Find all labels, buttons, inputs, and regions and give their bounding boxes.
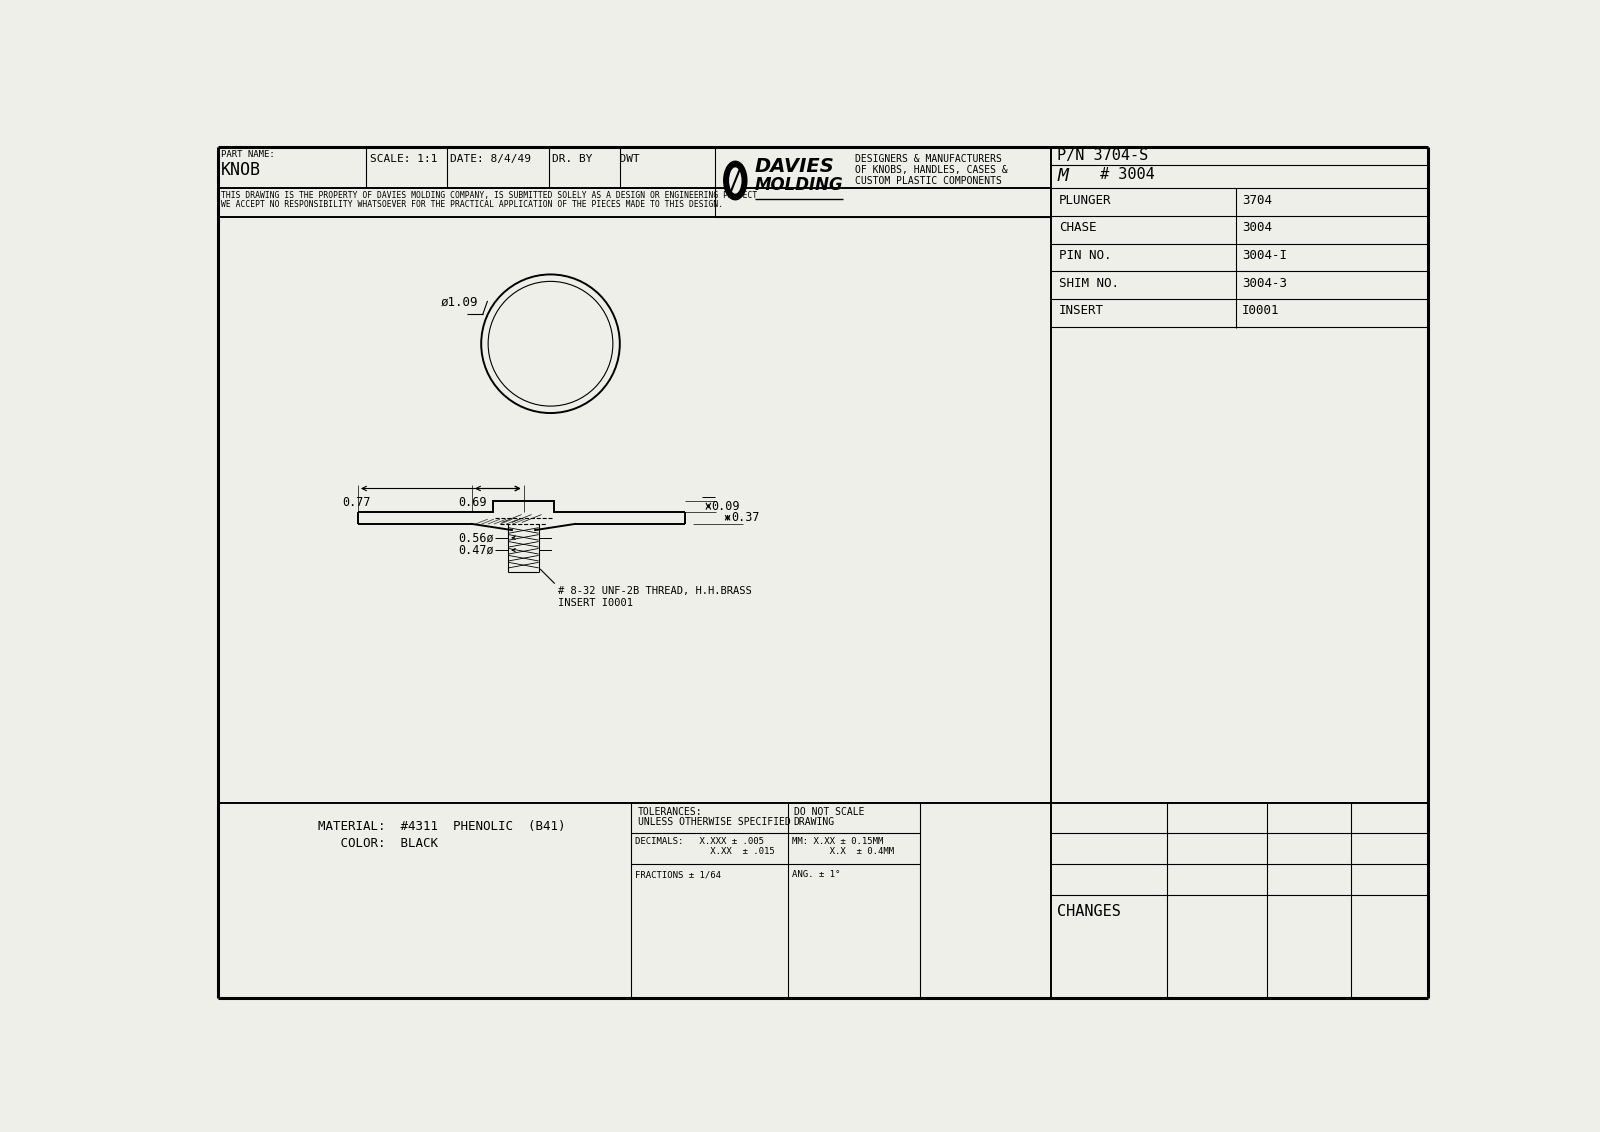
- Text: ø1.09: ø1.09: [440, 295, 478, 308]
- Text: 0.47ø: 0.47ø: [458, 544, 494, 557]
- Text: ANG. ± 1°: ANG. ± 1°: [792, 871, 840, 880]
- Text: DESIGNERS & MANUFACTURERS: DESIGNERS & MANUFACTURERS: [854, 154, 1002, 164]
- Text: X.X  ± 0.4MM: X.X ± 0.4MM: [792, 848, 894, 856]
- Text: CUSTOM PLASTIC COMPONENTS: CUSTOM PLASTIC COMPONENTS: [854, 175, 1002, 186]
- Text: THIS DRAWING IS THE PROPERTY OF DAVIES MOLDING COMPANY, IS SUBMITTED SOLELY AS A: THIS DRAWING IS THE PROPERTY OF DAVIES M…: [221, 190, 757, 199]
- Text: PIN NO.: PIN NO.: [1059, 249, 1110, 261]
- Text: P/N 3704-S: P/N 3704-S: [1058, 148, 1149, 163]
- Text: 0.56ø: 0.56ø: [458, 532, 494, 544]
- Text: DRAWING: DRAWING: [794, 816, 835, 826]
- Text: DAVIES: DAVIES: [755, 157, 834, 177]
- Text: PART NAME:: PART NAME:: [221, 151, 275, 160]
- Text: DATE: 8/4/49: DATE: 8/4/49: [451, 154, 531, 164]
- Text: PLUNGER: PLUNGER: [1059, 194, 1110, 206]
- Text: UNLESS OTHERWISE SPECIFIED: UNLESS OTHERWISE SPECIFIED: [637, 816, 790, 826]
- Text: 3004: 3004: [1242, 222, 1272, 234]
- Text: 0.09: 0.09: [712, 499, 739, 513]
- Text: X.XX  ± .015: X.XX ± .015: [635, 848, 774, 856]
- Text: 3004-3: 3004-3: [1242, 276, 1286, 290]
- Text: DO NOT SCALE: DO NOT SCALE: [794, 807, 864, 817]
- Text: FRACTIONS ± 1/64: FRACTIONS ± 1/64: [635, 871, 722, 880]
- Text: SHIM NO.: SHIM NO.: [1059, 276, 1118, 290]
- Text: # 3004: # 3004: [1099, 168, 1154, 182]
- Text: I0001: I0001: [1242, 305, 1280, 317]
- Text: SCALE: 1:1: SCALE: 1:1: [370, 154, 437, 164]
- Text: MATERIAL:  #4311  PHENOLIC  (B41): MATERIAL: #4311 PHENOLIC (B41): [318, 820, 565, 833]
- Text: WE ACCEPT NO RESPONSIBILITY WHATSOEVER FOR THE PRACTICAL APPLICATION OF THE PIEC: WE ACCEPT NO RESPONSIBILITY WHATSOEVER F…: [221, 199, 723, 208]
- Text: 3004-I: 3004-I: [1242, 249, 1286, 261]
- Text: MOLDING: MOLDING: [755, 175, 843, 194]
- Text: MM: X.XX ± 0.15MM: MM: X.XX ± 0.15MM: [792, 838, 883, 847]
- Text: KNOB: KNOB: [221, 161, 261, 179]
- Text: 0.37: 0.37: [731, 512, 760, 524]
- Text: # 8-32 UNF-2B THREAD, H.H.BRASS: # 8-32 UNF-2B THREAD, H.H.BRASS: [558, 585, 752, 595]
- Text: OF KNOBS, HANDLES, CASES &: OF KNOBS, HANDLES, CASES &: [854, 165, 1008, 175]
- Text: CHANGES: CHANGES: [1058, 904, 1122, 919]
- Text: COLOR:  BLACK: COLOR: BLACK: [318, 837, 438, 849]
- Ellipse shape: [723, 161, 747, 199]
- Text: DR. BY    DWT: DR. BY DWT: [552, 154, 640, 164]
- Ellipse shape: [728, 166, 742, 195]
- Text: CHASE: CHASE: [1059, 222, 1096, 234]
- Text: 0.77: 0.77: [342, 496, 371, 509]
- Text: M: M: [1058, 168, 1069, 186]
- Text: 3704: 3704: [1242, 194, 1272, 206]
- Text: INSERT: INSERT: [1059, 305, 1104, 317]
- Text: DECIMALS:   X.XXX ± .005: DECIMALS: X.XXX ± .005: [635, 838, 765, 847]
- Text: INSERT I0001: INSERT I0001: [558, 598, 634, 608]
- Text: TOLERANCES:: TOLERANCES:: [637, 807, 702, 817]
- Text: 0.69: 0.69: [458, 496, 486, 509]
